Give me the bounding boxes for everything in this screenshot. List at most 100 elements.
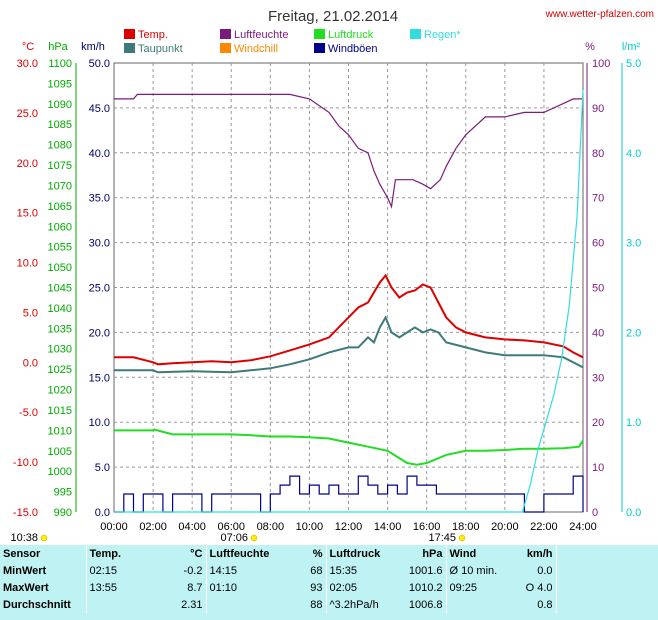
tick-label-rain: 1.0 xyxy=(626,417,641,429)
tick-label-kmh: 25.0 xyxy=(89,283,110,295)
hum-value: 88 xyxy=(310,598,323,611)
press-value: 1010.2 xyxy=(408,581,443,594)
tick-label-rain: 2.0 xyxy=(626,327,641,339)
wind-label: Ø 10 min. xyxy=(445,562,512,579)
temp-value: 8.7 xyxy=(187,581,203,594)
hdr-hum-unit: % xyxy=(312,547,323,560)
stats-row-min: MinWert 02:15 -0.2 14:15 68 15:35 1001.6… xyxy=(0,562,656,579)
sun-icon xyxy=(40,534,48,542)
wind-value: 0.8 xyxy=(537,598,553,611)
x-tick-label: 04:00 xyxy=(178,521,206,533)
press-time: 02:05 xyxy=(325,579,398,596)
tick-label-kmh: 30.0 xyxy=(89,238,110,250)
unit-hum: % xyxy=(585,41,595,53)
hdr-press: Luftdruck xyxy=(325,545,398,562)
legend-label-taupunkt: Taupunkt xyxy=(138,43,183,55)
stats-table: Sensor Temp. °C Luftfeuchte % Luftdruck … xyxy=(0,545,656,613)
tick-label-rain: 5.0 xyxy=(626,58,641,70)
series-windboen xyxy=(114,475,584,513)
tick-label-hpa: 1030 xyxy=(48,344,72,356)
hum-time: 14:15 xyxy=(205,562,282,579)
legend-label-windben: Windböen xyxy=(328,43,378,55)
tick-label-temp: 30.0 xyxy=(17,58,38,70)
stats-header-row: Sensor Temp. °C Luftfeuchte % Luftdruck … xyxy=(0,545,656,562)
press-value: 1006.8 xyxy=(408,598,443,611)
legend-swatch-windben xyxy=(314,43,325,53)
hdr-press-unit: hPa xyxy=(422,547,443,560)
x-tick-label: 22:00 xyxy=(530,521,558,533)
tick-label-temp: -15.0 xyxy=(13,507,38,519)
legend-swatch-taupunkt xyxy=(124,43,135,53)
tick-label-hpa: 1010 xyxy=(48,425,72,437)
tick-label-hum: 30 xyxy=(592,372,604,384)
legend-label-luftfeuchte: Luftfeuchte xyxy=(234,29,288,41)
series-luftdruck xyxy=(114,428,584,466)
wind-value: O 4.0 xyxy=(525,581,553,594)
legend-swatch-windchill xyxy=(220,43,231,53)
hdr-hum: Luftfeuchte xyxy=(205,545,282,562)
stats-row-max: MaxWert 13:55 8.7 01:10 93 02:05 1010.2 … xyxy=(0,579,656,596)
hdr-wind-unit: km/h xyxy=(526,547,553,560)
tick-label-kmh: 10.0 xyxy=(89,417,110,429)
tick-label-hpa: 995 xyxy=(54,487,72,499)
x-tick-label: 06:00 xyxy=(217,521,245,533)
x-tick-label: 20:00 xyxy=(491,521,519,533)
hdr-wind: Wind xyxy=(445,545,512,562)
tick-label-hpa: 1100 xyxy=(48,58,72,70)
x-tick-label: 14:00 xyxy=(374,521,402,533)
tick-label-kmh: 0.0 xyxy=(95,507,110,519)
series-feuchte xyxy=(114,93,583,209)
tick-label-temp: 0.0 xyxy=(23,357,38,369)
x-tick-label: 00:00 xyxy=(100,521,128,533)
wind-label: 09:25 xyxy=(445,579,512,596)
tick-label-kmh: 35.0 xyxy=(89,193,110,205)
x-axis: 00:00 02:00 04:00 06:00 08:00 10:00 12:00 14:00… xyxy=(100,521,597,533)
legend-label-regen: Regen* xyxy=(424,29,461,41)
tick-label-hum: 100 xyxy=(592,58,610,70)
site-url[interactable]: www.wetter-pfalzen.com xyxy=(545,9,654,20)
series-regen xyxy=(114,89,584,513)
wind-label xyxy=(445,596,512,613)
tick-label-hum: 40 xyxy=(592,327,604,339)
sun-time-label: 17:45 xyxy=(428,532,456,544)
tick-label-temp: 10.0 xyxy=(17,258,38,270)
sun-markers: 10:38 07:06 17:45 xyxy=(10,532,466,544)
tick-label-hpa: 1040 xyxy=(48,303,72,315)
x-tick-label: 12:00 xyxy=(335,521,363,533)
x-tick-label: 16:00 xyxy=(413,521,441,533)
legend-swatch-temp xyxy=(124,29,135,39)
hum-value: 68 xyxy=(310,564,323,577)
wind-value: 0.0 xyxy=(537,564,553,577)
tick-label-hum: 0 xyxy=(592,507,598,519)
temp-time: 02:15 xyxy=(85,562,146,579)
grid xyxy=(113,62,584,513)
series-temp xyxy=(114,273,584,366)
press-value: 1001.6 xyxy=(408,564,443,577)
tick-label-hum: 60 xyxy=(592,238,604,250)
hum-value: 93 xyxy=(310,581,323,594)
tick-label-kmh: 15.0 xyxy=(89,372,110,384)
legend-swatch-luftdruck xyxy=(314,29,325,39)
sun-icon xyxy=(250,534,258,542)
unit-rain: l/m² xyxy=(622,41,641,53)
tick-label-hpa: 1050 xyxy=(48,262,72,274)
tick-label-temp: -5.0 xyxy=(19,407,38,419)
hdr-temp: Temp. xyxy=(85,545,146,562)
legend: Temp. Taupunkt Luftfeuchte Windchill Luftdru… xyxy=(124,29,461,55)
unit-temp: °C xyxy=(22,41,34,53)
stats-panel: Sensor Temp. °C Luftfeuchte % Luftdruck … xyxy=(0,545,658,620)
tick-label-hum: 20 xyxy=(592,417,604,429)
tick-label-hum: 80 xyxy=(592,148,604,160)
legend-label-temp: Temp. xyxy=(138,29,168,41)
tick-label-temp: 5.0 xyxy=(23,307,38,319)
row-label: MaxWert xyxy=(3,581,49,594)
tick-label-rain: 0.0 xyxy=(626,507,641,519)
tick-label-hpa: 1060 xyxy=(48,221,72,233)
tick-label-hpa: 1095 xyxy=(48,78,72,90)
tick-label-hpa: 1045 xyxy=(48,283,72,295)
sun-time-label: 10:38 xyxy=(10,532,38,544)
hdr-sensor: Sensor xyxy=(3,547,41,560)
sun-icon xyxy=(458,534,466,542)
stats-row-avg: Durchschnitt 2.31 88 ^3.2hPa/h 1006.8 0.… xyxy=(0,596,656,613)
legend-label-luftdruck: Luftdruck xyxy=(328,29,374,41)
